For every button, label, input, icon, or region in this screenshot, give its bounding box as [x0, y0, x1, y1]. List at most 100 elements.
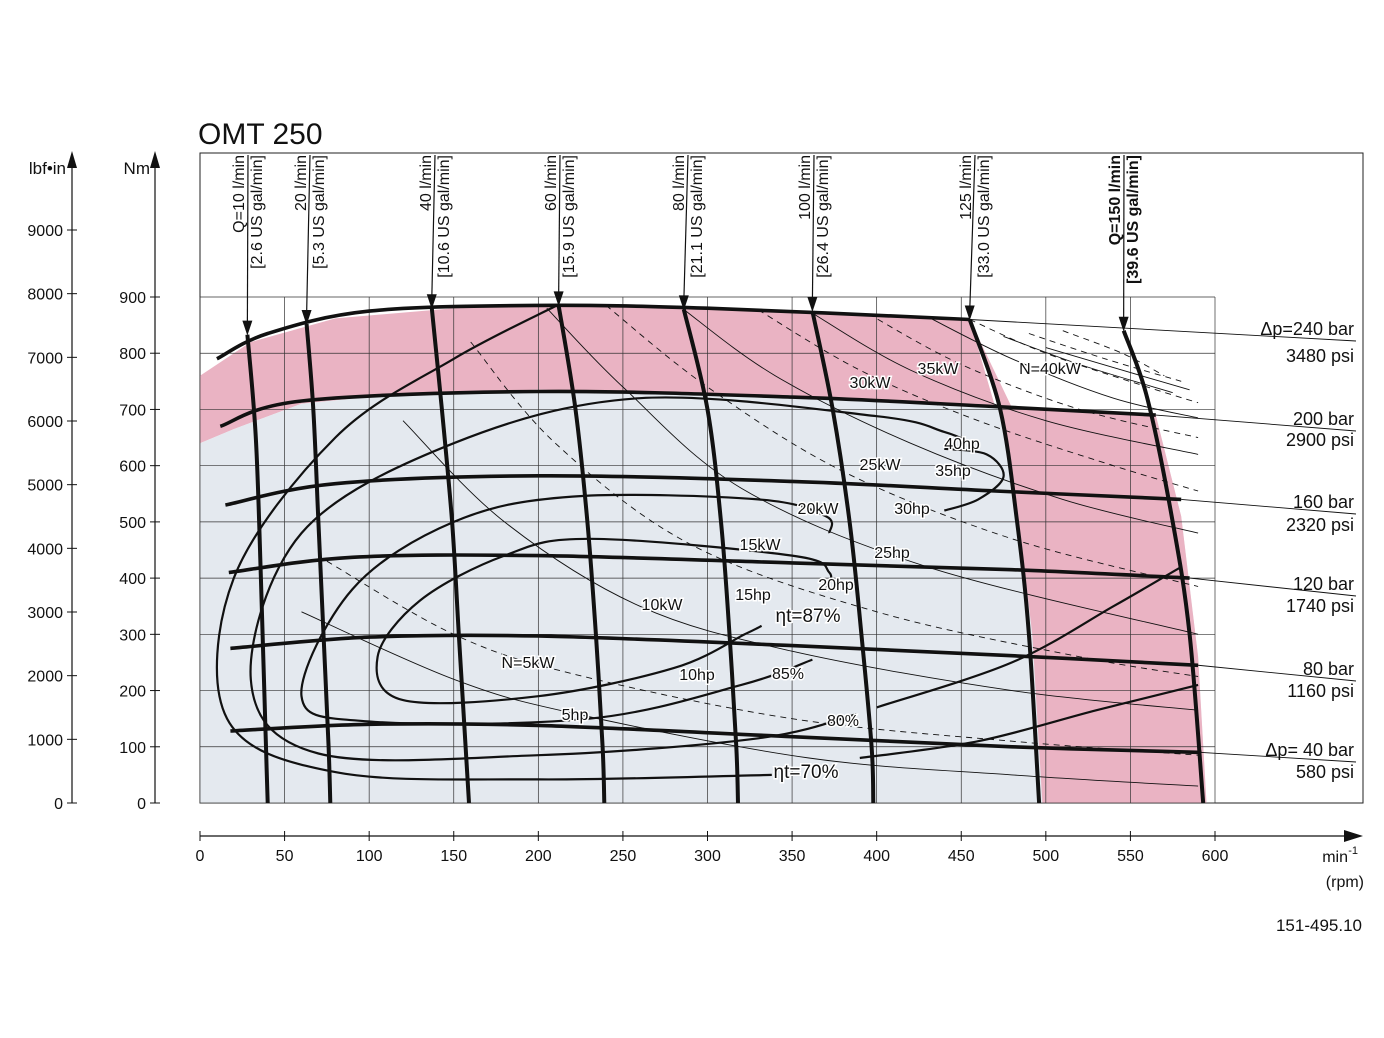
y-tick-label-nm: 100 — [119, 740, 146, 757]
efficiency-curve-4 — [859, 683, 1199, 760]
flow-line-5 — [810, 310, 876, 804]
efficiency-curve-5 — [876, 565, 1182, 709]
flow-label-top-2: 40 l/min — [418, 155, 435, 211]
power-label-2: 10hp — [679, 667, 715, 684]
y-tick-label-nm: 400 — [119, 571, 146, 588]
power-curve-12 — [1003, 335, 1173, 394]
power-label-1: N=5kW — [502, 655, 556, 672]
x-tick-label: 500 — [1032, 848, 1059, 865]
flow-label-bottom-7: [39.6 US gal/min] — [1125, 155, 1142, 284]
y-tick-label-lbfin: 0 — [54, 796, 63, 813]
power-label-11: 30kW — [850, 375, 892, 392]
y-tick-label-nm: 0 — [137, 796, 146, 813]
x-tick-label: 250 — [610, 848, 637, 865]
y-tick-label-nm: 700 — [119, 402, 146, 419]
flow-arrow-3 — [553, 291, 564, 307]
region-intermittent — [200, 305, 996, 444]
flow-label-bottom-2: [10.6 US gal/min] — [436, 155, 453, 278]
x-tick-label: 100 — [356, 848, 383, 865]
y-tick-label-lbfin: 9000 — [27, 223, 63, 240]
pressure-label-top-0: Δp=240 bar — [1260, 319, 1354, 339]
y-axis-lbfin-arrow — [67, 151, 77, 168]
pressure-label-top-4: 80 bar — [1303, 659, 1354, 679]
pressure-label-bottom-2: 2320 psi — [1286, 515, 1354, 535]
power-curve-4 — [546, 307, 1199, 635]
pressure-label-bottom-1: 2900 psi — [1286, 430, 1354, 450]
pressure-leader-5 — [1201, 751, 1357, 763]
pressure-leader-2 — [1181, 498, 1357, 515]
power-curve-15 — [1062, 330, 1165, 377]
x-axis-sublabel: (rpm) — [1326, 874, 1364, 891]
y-tick-label-lbfin: 2000 — [27, 669, 63, 686]
power-label-3: 10kW — [642, 597, 684, 614]
region-peak — [969, 319, 1207, 803]
flow-arrow-2 — [426, 294, 437, 310]
power-label-14: 40hp — [944, 436, 980, 453]
pressure-label-top-5: Δp= 40 bar — [1265, 740, 1354, 760]
pressure-label-bottom-3: 1740 psi — [1286, 596, 1354, 616]
flow-arrow-7 — [1118, 316, 1129, 332]
flow-leader-3 — [558, 154, 561, 298]
y-tick-label-nm: 600 — [119, 459, 146, 476]
y-tick-label-nm: 300 — [119, 627, 146, 644]
pressure-line-3 — [228, 553, 1190, 580]
flow-leader-1 — [305, 154, 311, 316]
x-axis-label: min — [1322, 849, 1348, 866]
flow-line-2 — [429, 308, 471, 804]
pressure-label-bottom-4: 1160 psi — [1287, 681, 1354, 701]
x-axis-arrow — [1344, 830, 1363, 842]
power-curve-13 — [1028, 333, 1182, 382]
flow-label-top-1: 20 l/min — [293, 155, 310, 211]
power-curve-7 — [758, 309, 1199, 492]
y-axis-nm-arrow — [150, 151, 160, 168]
pressure-line-1 — [219, 389, 1156, 429]
y-tick-label-lbfin: 6000 — [27, 414, 63, 431]
flow-label-top-7: Q=150 l/min — [1107, 155, 1124, 245]
pressure-label-bottom-0: 3480 psi — [1286, 346, 1354, 366]
y-tick-label-nm: 900 — [119, 290, 146, 307]
flow-label-bottom-0: [2.6 US gal/min] — [249, 155, 266, 269]
flow-arrow-6 — [964, 305, 975, 321]
power-label-4: 15hp — [735, 587, 771, 604]
flow-line-1 — [304, 323, 333, 804]
flow-arrow-0 — [242, 320, 253, 336]
power-curve-6 — [681, 307, 1199, 534]
flow-label-bottom-1: [5.3 US gal/min] — [311, 155, 328, 269]
flow-label-top-0: Q=10 l/min — [231, 155, 248, 233]
power-label-9: 25kW — [860, 457, 902, 474]
flow-label-top-3: 60 l/min — [543, 155, 560, 211]
flow-label-top-5: 100 l/min — [797, 155, 814, 220]
pressure-line-4 — [230, 633, 1199, 668]
efficiency-curve-2 — [249, 396, 972, 762]
power-label-7: 20kW — [798, 501, 840, 518]
chart-title: OMT 250 — [198, 118, 323, 151]
y-axis-nm-label: Nm — [124, 159, 150, 178]
x-tick-label: 400 — [863, 848, 890, 865]
efficiency-curve-1 — [300, 493, 834, 725]
power-curve-8 — [808, 310, 1199, 455]
flow-leader-4 — [683, 154, 689, 302]
flow-line-3 — [556, 305, 607, 804]
y-axis-lbfin-label: lbf•in — [29, 159, 66, 178]
y-tick-label-nm: 500 — [119, 515, 146, 532]
power-curve-9 — [867, 313, 1199, 439]
efficiency-curve-0 — [375, 537, 833, 705]
x-tick-label: 350 — [779, 848, 806, 865]
flow-arrow-5 — [807, 297, 818, 313]
flow-leader-6 — [969, 154, 976, 312]
flow-arrow-4 — [678, 295, 689, 311]
power-label-6: 20hp — [818, 577, 854, 594]
flow-label-bottom-3: [15.9 US gal/min] — [561, 155, 578, 278]
y-tick-label-nm: 200 — [119, 684, 146, 701]
flow-arrow-1 — [301, 309, 312, 325]
flow-label-top-4: 80 l/min — [671, 155, 688, 211]
flow-line-6 — [967, 318, 1042, 804]
power-label-0: 5hp — [562, 707, 589, 724]
drawing-number: 151-495.10 — [1276, 916, 1362, 935]
pressure-label-bottom-5: 580 psi — [1296, 762, 1354, 782]
flow-line-0 — [245, 334, 270, 804]
y-tick-label-lbfin: 5000 — [27, 478, 63, 495]
efficiency-label-1: 85% — [772, 666, 804, 683]
pressure-leader-1 — [1155, 414, 1357, 432]
